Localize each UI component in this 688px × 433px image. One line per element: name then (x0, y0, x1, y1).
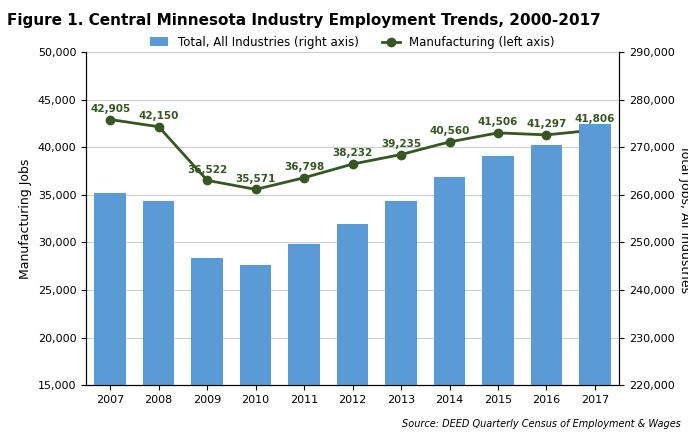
Manufacturing (left axis) (591, 127, 599, 132)
Y-axis label: Manufacturing Jobs: Manufacturing Jobs (19, 158, 32, 279)
Bar (482, 156, 514, 433)
Text: 41,806: 41,806 (574, 114, 615, 124)
Bar (385, 200, 417, 433)
Line: Manufacturing (left axis): Manufacturing (left axis) (106, 115, 599, 194)
Bar (288, 244, 320, 433)
Text: 36,522: 36,522 (187, 165, 227, 174)
Bar (191, 258, 223, 433)
Bar (530, 145, 562, 433)
Text: 39,235: 39,235 (381, 139, 421, 149)
Bar (337, 223, 368, 433)
Y-axis label: Total Jobs, All Industries: Total Jobs, All Industries (678, 145, 688, 293)
Manufacturing (left axis) (397, 152, 405, 157)
Bar (579, 124, 611, 433)
Manufacturing (left axis) (252, 187, 260, 192)
Bar (240, 265, 271, 433)
Text: 41,297: 41,297 (526, 119, 567, 129)
Text: 42,905: 42,905 (90, 104, 130, 114)
Text: 41,506: 41,506 (478, 117, 518, 127)
Manufacturing (left axis) (349, 162, 357, 167)
Text: Source: DEED Quarterly Census of Employment & Wages: Source: DEED Quarterly Census of Employm… (402, 419, 681, 429)
Bar (143, 201, 175, 433)
Legend: Total, All Industries (right axis), Manufacturing (left axis): Total, All Industries (right axis), Manu… (146, 31, 559, 54)
Manufacturing (left axis) (494, 130, 502, 136)
Text: 38,232: 38,232 (332, 149, 373, 158)
Manufacturing (left axis) (155, 124, 163, 129)
Text: Figure 1. Central Minnesota Industry Employment Trends, 2000-2017: Figure 1. Central Minnesota Industry Emp… (7, 13, 601, 28)
Bar (434, 177, 465, 433)
Manufacturing (left axis) (542, 132, 550, 137)
Text: 35,571: 35,571 (235, 174, 276, 184)
Text: 40,560: 40,560 (429, 126, 470, 136)
Manufacturing (left axis) (445, 139, 453, 145)
Manufacturing (left axis) (300, 175, 308, 180)
Manufacturing (left axis) (106, 117, 114, 122)
Bar (94, 193, 126, 433)
Text: 36,798: 36,798 (284, 162, 324, 172)
Text: 42,150: 42,150 (138, 111, 179, 121)
Manufacturing (left axis) (203, 178, 211, 183)
